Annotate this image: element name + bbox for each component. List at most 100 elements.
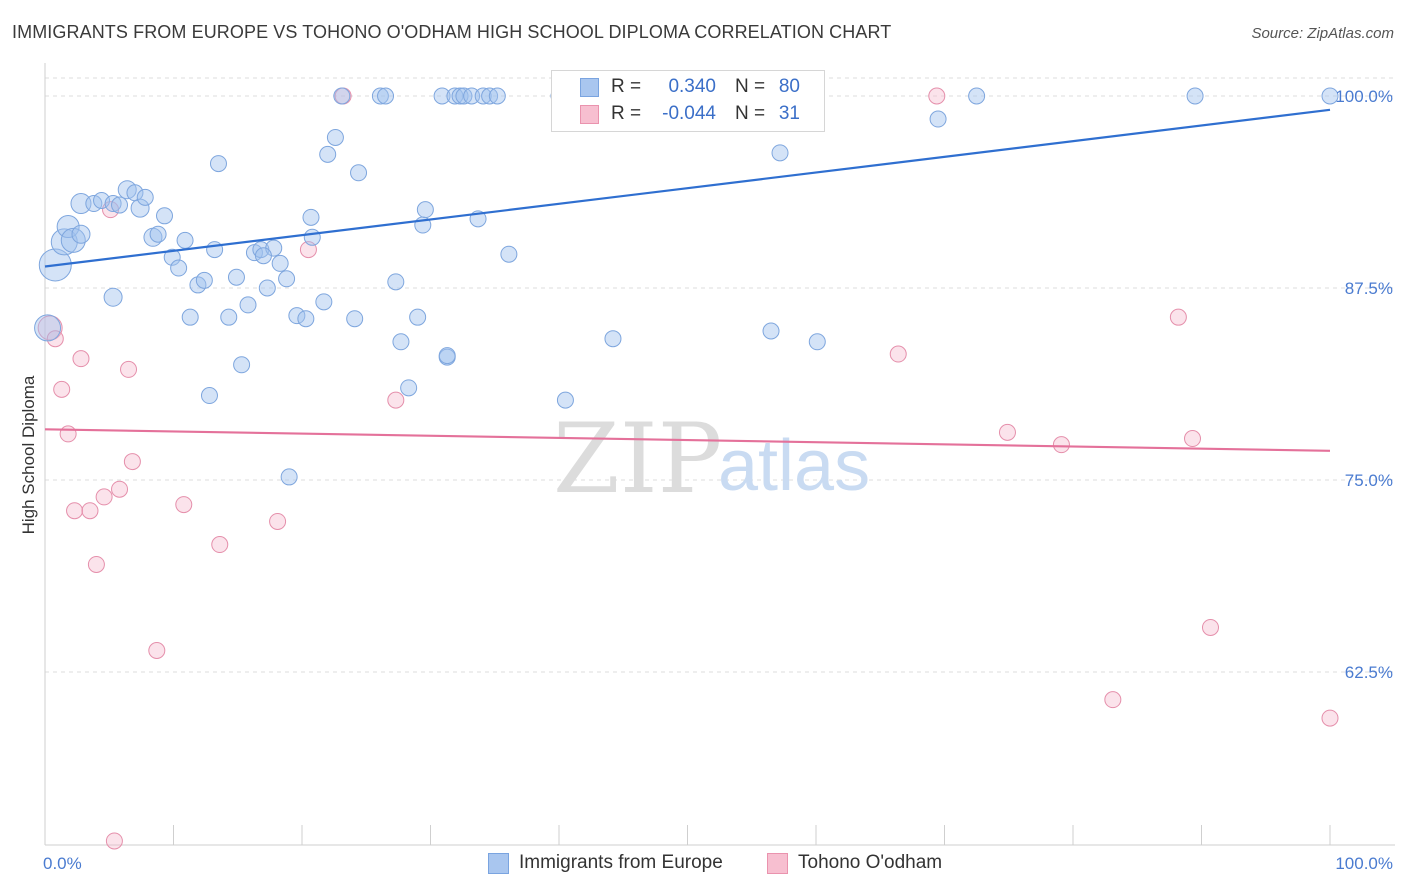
- series-legend: Immigrants from Europe Tohono O'odham: [0, 852, 1406, 878]
- immigrants-from-europe-point: [163, 248, 181, 266]
- tohono-oodham-point: [1169, 308, 1187, 326]
- trend-lines: [44, 108, 1331, 452]
- immigrants-from-europe-point: [200, 387, 218, 405]
- tohono-oodham-point: [889, 345, 907, 363]
- immigrants-from-europe-point: [604, 330, 622, 348]
- tohono-oodham-point: [81, 502, 99, 520]
- tohono-oodham-point: [123, 453, 141, 471]
- immigrants-from-europe-point: [156, 207, 174, 225]
- immigrants-from-europe-point: [400, 379, 418, 397]
- immigrants-from-europe-point: [346, 310, 364, 328]
- legend-item-tohono-oodham[interactable]: Tohono O'odham: [767, 852, 942, 874]
- watermark-atlas: atlas: [718, 426, 870, 506]
- immigrants-from-europe-point: [929, 110, 947, 128]
- immigrants-from-europe-point: [451, 87, 469, 105]
- immigrants-from-europe-point: [438, 347, 456, 365]
- watermark-zip: ZIP: [553, 403, 722, 515]
- legend-row-tohono-oodham: R = -0.044 N = 31: [552, 101, 824, 127]
- immigrants-from-europe-point: [239, 296, 257, 314]
- immigrants-from-europe-point: [181, 308, 199, 326]
- correlation-legend: R = 0.340 N = 80 R = -0.044 N = 31: [551, 70, 825, 132]
- y-tick-label: 87.5%: [1345, 279, 1393, 298]
- immigrants-from-europe-point: [377, 87, 395, 105]
- immigrants-from-europe-point: [762, 322, 780, 340]
- immigrants-from-europe-point: [333, 87, 351, 105]
- immigrants-from-europe-point: [771, 144, 789, 162]
- legend-r-label: R =: [611, 103, 642, 124]
- legend-n-value: 80: [778, 76, 800, 97]
- immigrants-from-europe-point: [176, 231, 194, 249]
- tohono-oodham-point: [95, 488, 113, 506]
- immigrants-from-europe-point: [326, 128, 344, 146]
- tohono-oodham-point: [175, 496, 193, 514]
- immigrants-from-europe-point: [463, 87, 481, 105]
- grid-layer: [45, 77, 1395, 673]
- legend-r-label: R =: [611, 76, 642, 97]
- tohono-oodham-point: [1184, 430, 1202, 448]
- immigrants-from-europe-point: [278, 270, 296, 288]
- legend-n-label: N =: [735, 76, 766, 97]
- immigrants-from-europe-point: [968, 87, 986, 105]
- immigrants-from-europe-point: [387, 273, 405, 291]
- immigrants-from-europe-point: [149, 225, 167, 243]
- immigrants-from-europe-point: [446, 87, 464, 105]
- y-tick-label: 100.0%: [1335, 87, 1393, 106]
- immigrants-from-europe-point: [302, 208, 320, 226]
- tohono-oodham-point: [928, 87, 946, 105]
- immigrants-from-europe-point: [220, 308, 238, 326]
- source-note: Source: ZipAtlas.com: [1251, 25, 1394, 42]
- tohono-oodham-point: [87, 555, 105, 573]
- immigrants-from-europe-point: [303, 228, 321, 246]
- tohono-oodham-point: [72, 350, 90, 368]
- immigrants-from-europe-point: [227, 268, 245, 286]
- tohono-oodham-point: [269, 512, 287, 530]
- tohono-oodham-point: [1052, 436, 1070, 454]
- y-tick-label: 75.0%: [1345, 471, 1393, 490]
- tohono-oodham-point: [37, 315, 63, 341]
- immigrants-from-europe-point: [808, 333, 826, 351]
- legend-r-value: -0.044: [662, 103, 716, 124]
- tohono-oodham-point: [105, 832, 123, 850]
- tohono-oodham-point: [53, 380, 71, 398]
- x-tick-label: 100.0%: [1335, 854, 1393, 873]
- legend-r-value: 0.340: [668, 76, 716, 97]
- immigrants-from-europe-point: [1186, 87, 1204, 105]
- legend-n-label: N =: [735, 103, 766, 124]
- tohono-oodham-point: [1104, 691, 1122, 709]
- immigrants-from-europe-point: [206, 241, 224, 259]
- immigrants-from-europe-point: [315, 293, 333, 311]
- immigrants-from-europe-point: [280, 468, 298, 486]
- tohono-oodham-point: [1201, 618, 1219, 636]
- series-immigrants-from-europe-points: [34, 87, 1339, 486]
- immigrants-from-europe-point: [136, 188, 154, 206]
- immigrants-from-europe-point: [60, 227, 86, 253]
- tohono-oodham-point: [998, 423, 1016, 441]
- legend-label: Tohono O'odham: [798, 852, 943, 873]
- immigrants-from-europe-point: [271, 254, 289, 272]
- tohono-oodham-point: [148, 641, 166, 659]
- tohono-oodham-point: [111, 480, 129, 498]
- immigrants-from-europe-point: [233, 356, 251, 374]
- immigrants-from-europe-point: [488, 87, 506, 105]
- legend-item-immigrants-from-europe[interactable]: Immigrants from Europe: [488, 852, 723, 874]
- tick-labels: 62.5% 75.0% 87.5% 100.0% 0.0% 100.0%: [43, 87, 1393, 873]
- y-axis-title: High School Diploma: [19, 375, 38, 534]
- legend-swatch-pink: [767, 852, 788, 874]
- immigrants-from-europe-point: [70, 193, 92, 215]
- legend-label: Immigrants from Europe: [519, 852, 723, 873]
- immigrants-from-europe-point: [288, 307, 306, 325]
- watermark: ZIP atlas: [553, 403, 870, 515]
- immigrants-from-europe-point: [433, 87, 451, 105]
- immigrants-from-europe-point: [170, 259, 188, 277]
- immigrants-from-europe-point: [556, 391, 574, 409]
- trend-line-immigrants-from-europe: [44, 108, 1331, 268]
- immigrants-from-europe-point: [319, 145, 337, 163]
- immigrants-from-europe-point: [34, 314, 62, 342]
- legend-swatch-blue: [488, 852, 509, 874]
- immigrants-from-europe-point: [371, 87, 389, 105]
- legend-n-value: 31: [778, 103, 800, 124]
- legend-swatch-blue: [580, 78, 599, 97]
- immigrants-from-europe-point: [104, 195, 122, 213]
- immigrants-from-europe-point: [409, 308, 427, 326]
